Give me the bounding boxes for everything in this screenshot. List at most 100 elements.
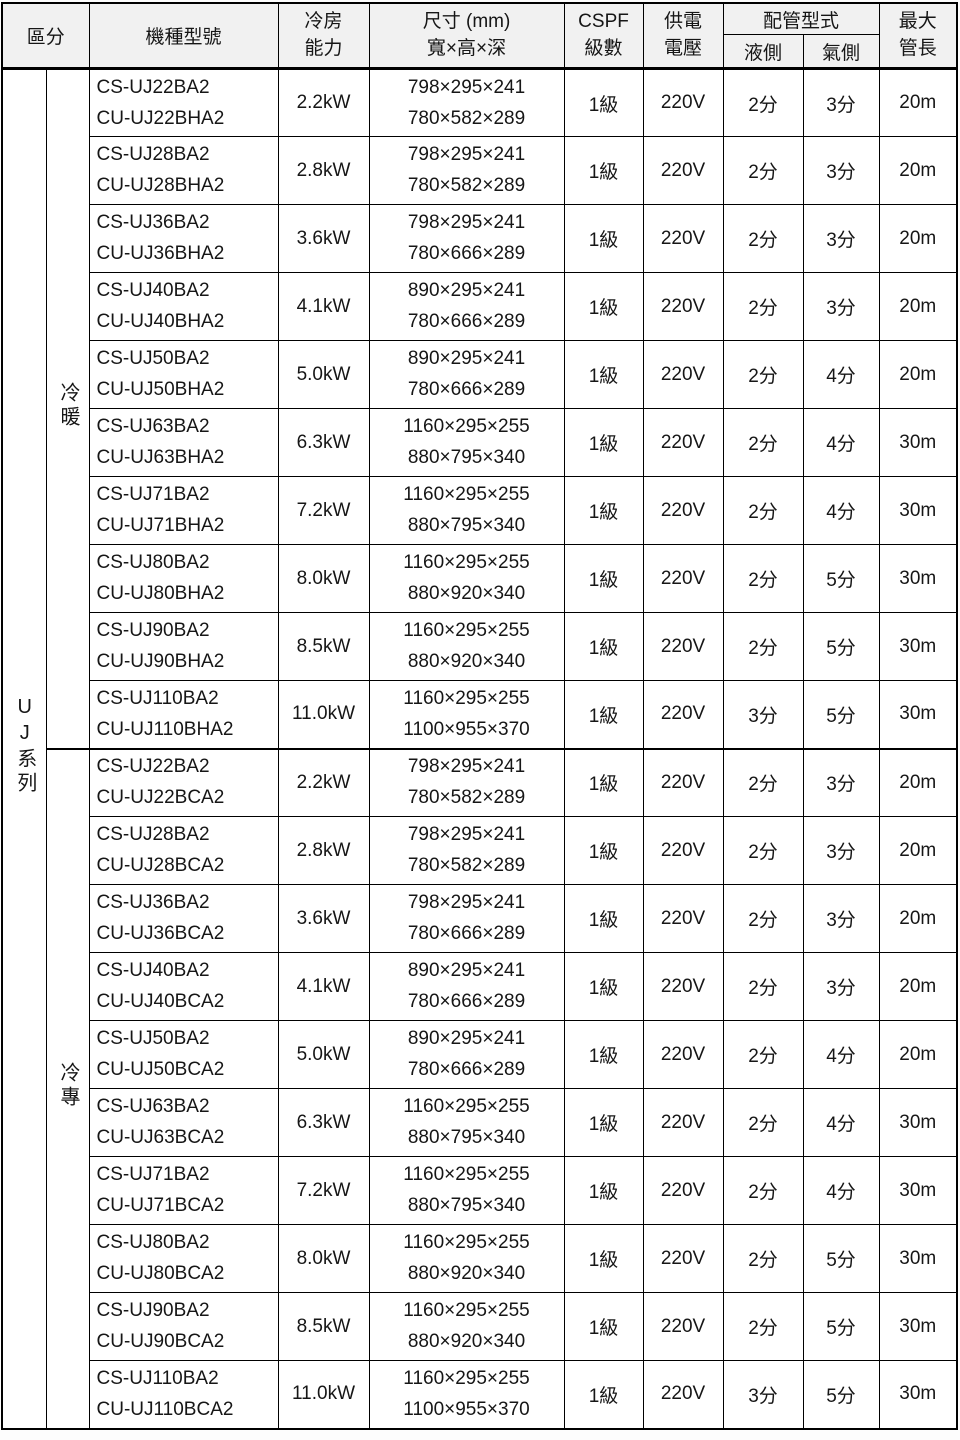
dimensions-cell-line2: 880×795×340 (407, 447, 526, 468)
model-cell-line2: CU-UJ22BCA2 (96, 787, 225, 809)
model-cell-line1: CS-UJ63BA2 (96, 1096, 210, 1117)
liquid-side-cell: 2分 (722, 1088, 804, 1157)
model-cell-line2: CU-UJ22BHA2 (96, 107, 225, 129)
table-header: 區分 機種型號 冷房 能力 尺寸 (mm) 寬×高×深 CSPF 級數 供電 電… (1, 2, 958, 69)
model-cell-line1: CS-UJ28BA2 (96, 144, 210, 165)
max-length-cell: 30m (878, 408, 958, 477)
header-capacity: 冷房 能力 (277, 2, 370, 69)
max-length-cell: 20m (878, 884, 958, 953)
gas-side-cell: 3分 (802, 204, 880, 273)
capacity-cell: 6.3kW (277, 408, 370, 477)
cspf-cell: 1級 (563, 1088, 644, 1157)
cspf-cell: 1級 (563, 1224, 644, 1293)
dimensions-cell: 798×295×241 780×666×289 (368, 204, 565, 273)
table-row: CS-UJ80BA2 CU-UJ80BHA2 8.0kW 1160×295×255 88… (2, 544, 958, 613)
capacity-cell: 8.0kW (277, 544, 370, 613)
max-length-cell: 20m (878, 340, 958, 409)
dimensions-cell-line1: 798×295×241 (407, 824, 526, 845)
cspf-cell: 1級 (563, 272, 644, 341)
voltage-cell: 220V (642, 747, 724, 817)
table-row: CS-UJ110BA2 CU-UJ110BHA2 11.0kW 1160×295×25… (2, 680, 958, 749)
max-length-cell: 20m (878, 1020, 958, 1089)
model-cell: CS-UJ28BA2 CU-UJ28BHA2 (88, 136, 279, 205)
model-cell-line2: CU-UJ110BHA2 (96, 718, 234, 740)
cspf-cell: 1級 (563, 67, 644, 137)
gas-side-cell: 3分 (802, 67, 880, 137)
group-cell-0-label: 冷暖 (57, 381, 79, 430)
voltage-cell: 220V (642, 67, 724, 137)
table-row: CS-UJ63BA2 CU-UJ63BHA2 6.3kW 1160×295×255 88… (2, 408, 958, 477)
dimensions-cell: 798×295×241 780×582×289 (368, 747, 565, 817)
header-cspf: CSPF 級數 (563, 2, 644, 69)
model-cell-line1: CS-UJ80BA2 (96, 1232, 210, 1253)
table-row: CS-UJ110BA2 CU-UJ110BCA2 11.0kW 1160×295×25… (2, 1360, 958, 1429)
capacity-cell: 4.1kW (277, 272, 370, 341)
model-cell-line2: CU-UJ90BCA2 (96, 1331, 225, 1352)
model-cell: CS-UJ50BA2 CU-UJ50BCA2 (88, 1020, 279, 1089)
table-row: CS-UJ40BA2 CU-UJ40BCA2 4.1kW 890×295×241 780… (2, 952, 958, 1021)
model-cell: CS-UJ71BA2 CU-UJ71BHA2 (88, 476, 279, 545)
dimensions-cell: 1160×295×255 880×795×340 (368, 1156, 565, 1225)
model-cell-line2: CU-UJ50BCA2 (96, 1059, 225, 1080)
dimensions-cell-line1: 1160×295×255 (403, 552, 530, 573)
model-cell: CS-UJ80BA2 CU-UJ80BCA2 (88, 1224, 279, 1293)
liquid-side-cell: 2分 (722, 1224, 804, 1293)
max-length-cell: 20m (878, 272, 958, 341)
dimensions-cell-line1: 1160×295×255 (403, 416, 530, 437)
cspf-cell: 1級 (563, 952, 644, 1021)
liquid-side-cell: 2分 (722, 952, 804, 1021)
voltage-cell: 220V (642, 1088, 724, 1157)
cspf-cell: 1級 (563, 544, 644, 613)
model-cell: CS-UJ71BA2 CU-UJ71BCA2 (88, 1156, 279, 1225)
model-cell: CS-UJ90BA2 CU-UJ90BCA2 (88, 1292, 279, 1361)
max-length-cell: 30m (878, 476, 958, 545)
model-cell-line2: CU-UJ71BCA2 (96, 1195, 225, 1216)
model-cell-line2: CU-UJ40BHA2 (96, 311, 225, 332)
capacity-cell: 6.3kW (277, 1088, 370, 1157)
header-dimensions: 尺寸 (mm) 寬×高×深 (368, 2, 565, 69)
dimensions-cell-line1: 798×295×241 (407, 756, 526, 778)
gas-side-cell: 4分 (802, 1088, 880, 1157)
capacity-cell: 2.2kW (277, 747, 370, 817)
header-voltage-line1: 供電 (664, 10, 703, 32)
voltage-cell: 220V (642, 272, 724, 341)
liquid-side-cell: 2分 (722, 136, 804, 205)
model-cell-line2: CU-UJ63BCA2 (96, 1127, 225, 1148)
model-cell-line1: CS-UJ22BA2 (96, 76, 210, 98)
capacity-cell: 5.0kW (277, 1020, 370, 1089)
header-dimensions-line2: 寬×高×深 (426, 37, 507, 59)
capacity-cell: 11.0kW (277, 680, 370, 749)
model-cell-line1: CS-UJ50BA2 (96, 1028, 210, 1049)
liquid-side-cell: 3分 (722, 680, 804, 749)
dimensions-cell-line2: 880×795×340 (407, 1195, 526, 1216)
max-length-cell: 30m (878, 1360, 958, 1429)
liquid-side-cell: 2分 (722, 816, 804, 885)
header-piping-type: 配管型式 (722, 2, 880, 35)
capacity-cell: 8.5kW (277, 1292, 370, 1361)
gas-side-cell: 4分 (802, 476, 880, 545)
dimensions-cell: 1160×295×255 880×920×340 (368, 1224, 565, 1293)
voltage-cell: 220V (642, 952, 724, 1021)
cspf-cell: 1級 (563, 1360, 644, 1429)
capacity-cell: 2.2kW (277, 67, 370, 137)
cspf-cell: 1級 (563, 204, 644, 273)
dimensions-cell-line2: 880×920×340 (407, 1263, 526, 1284)
table-row: CS-UJ80BA2 CU-UJ80BCA2 8.0kW 1160×295×255 88… (2, 1224, 958, 1293)
model-cell-line1: CS-UJ40BA2 (96, 960, 210, 981)
model-cell: CS-UJ110BA2 CU-UJ110BHA2 (88, 680, 279, 749)
gas-side-cell: 3分 (802, 816, 880, 885)
model-cell-line2: CU-UJ36BHA2 (96, 243, 225, 264)
model-cell-line2: CU-UJ28BHA2 (96, 175, 225, 196)
max-length-cell: 30m (878, 612, 958, 681)
model-cell-line2: CU-UJ36BCA2 (96, 923, 225, 944)
dimensions-cell: 890×295×241 780×666×289 (368, 1020, 565, 1089)
gas-side-cell: 5分 (802, 1360, 880, 1429)
dimensions-cell-line2: 780×666×289 (407, 243, 526, 264)
max-length-cell: 30m (878, 544, 958, 613)
dimensions-cell: 798×295×241 780×582×289 (368, 136, 565, 205)
dimensions-cell: 890×295×241 780×666×289 (368, 952, 565, 1021)
capacity-cell: 2.8kW (277, 136, 370, 205)
dimensions-cell-line2: 780×582×289 (407, 175, 526, 196)
header-gas-side: 氣側 (802, 34, 880, 69)
capacity-cell: 3.6kW (277, 884, 370, 953)
